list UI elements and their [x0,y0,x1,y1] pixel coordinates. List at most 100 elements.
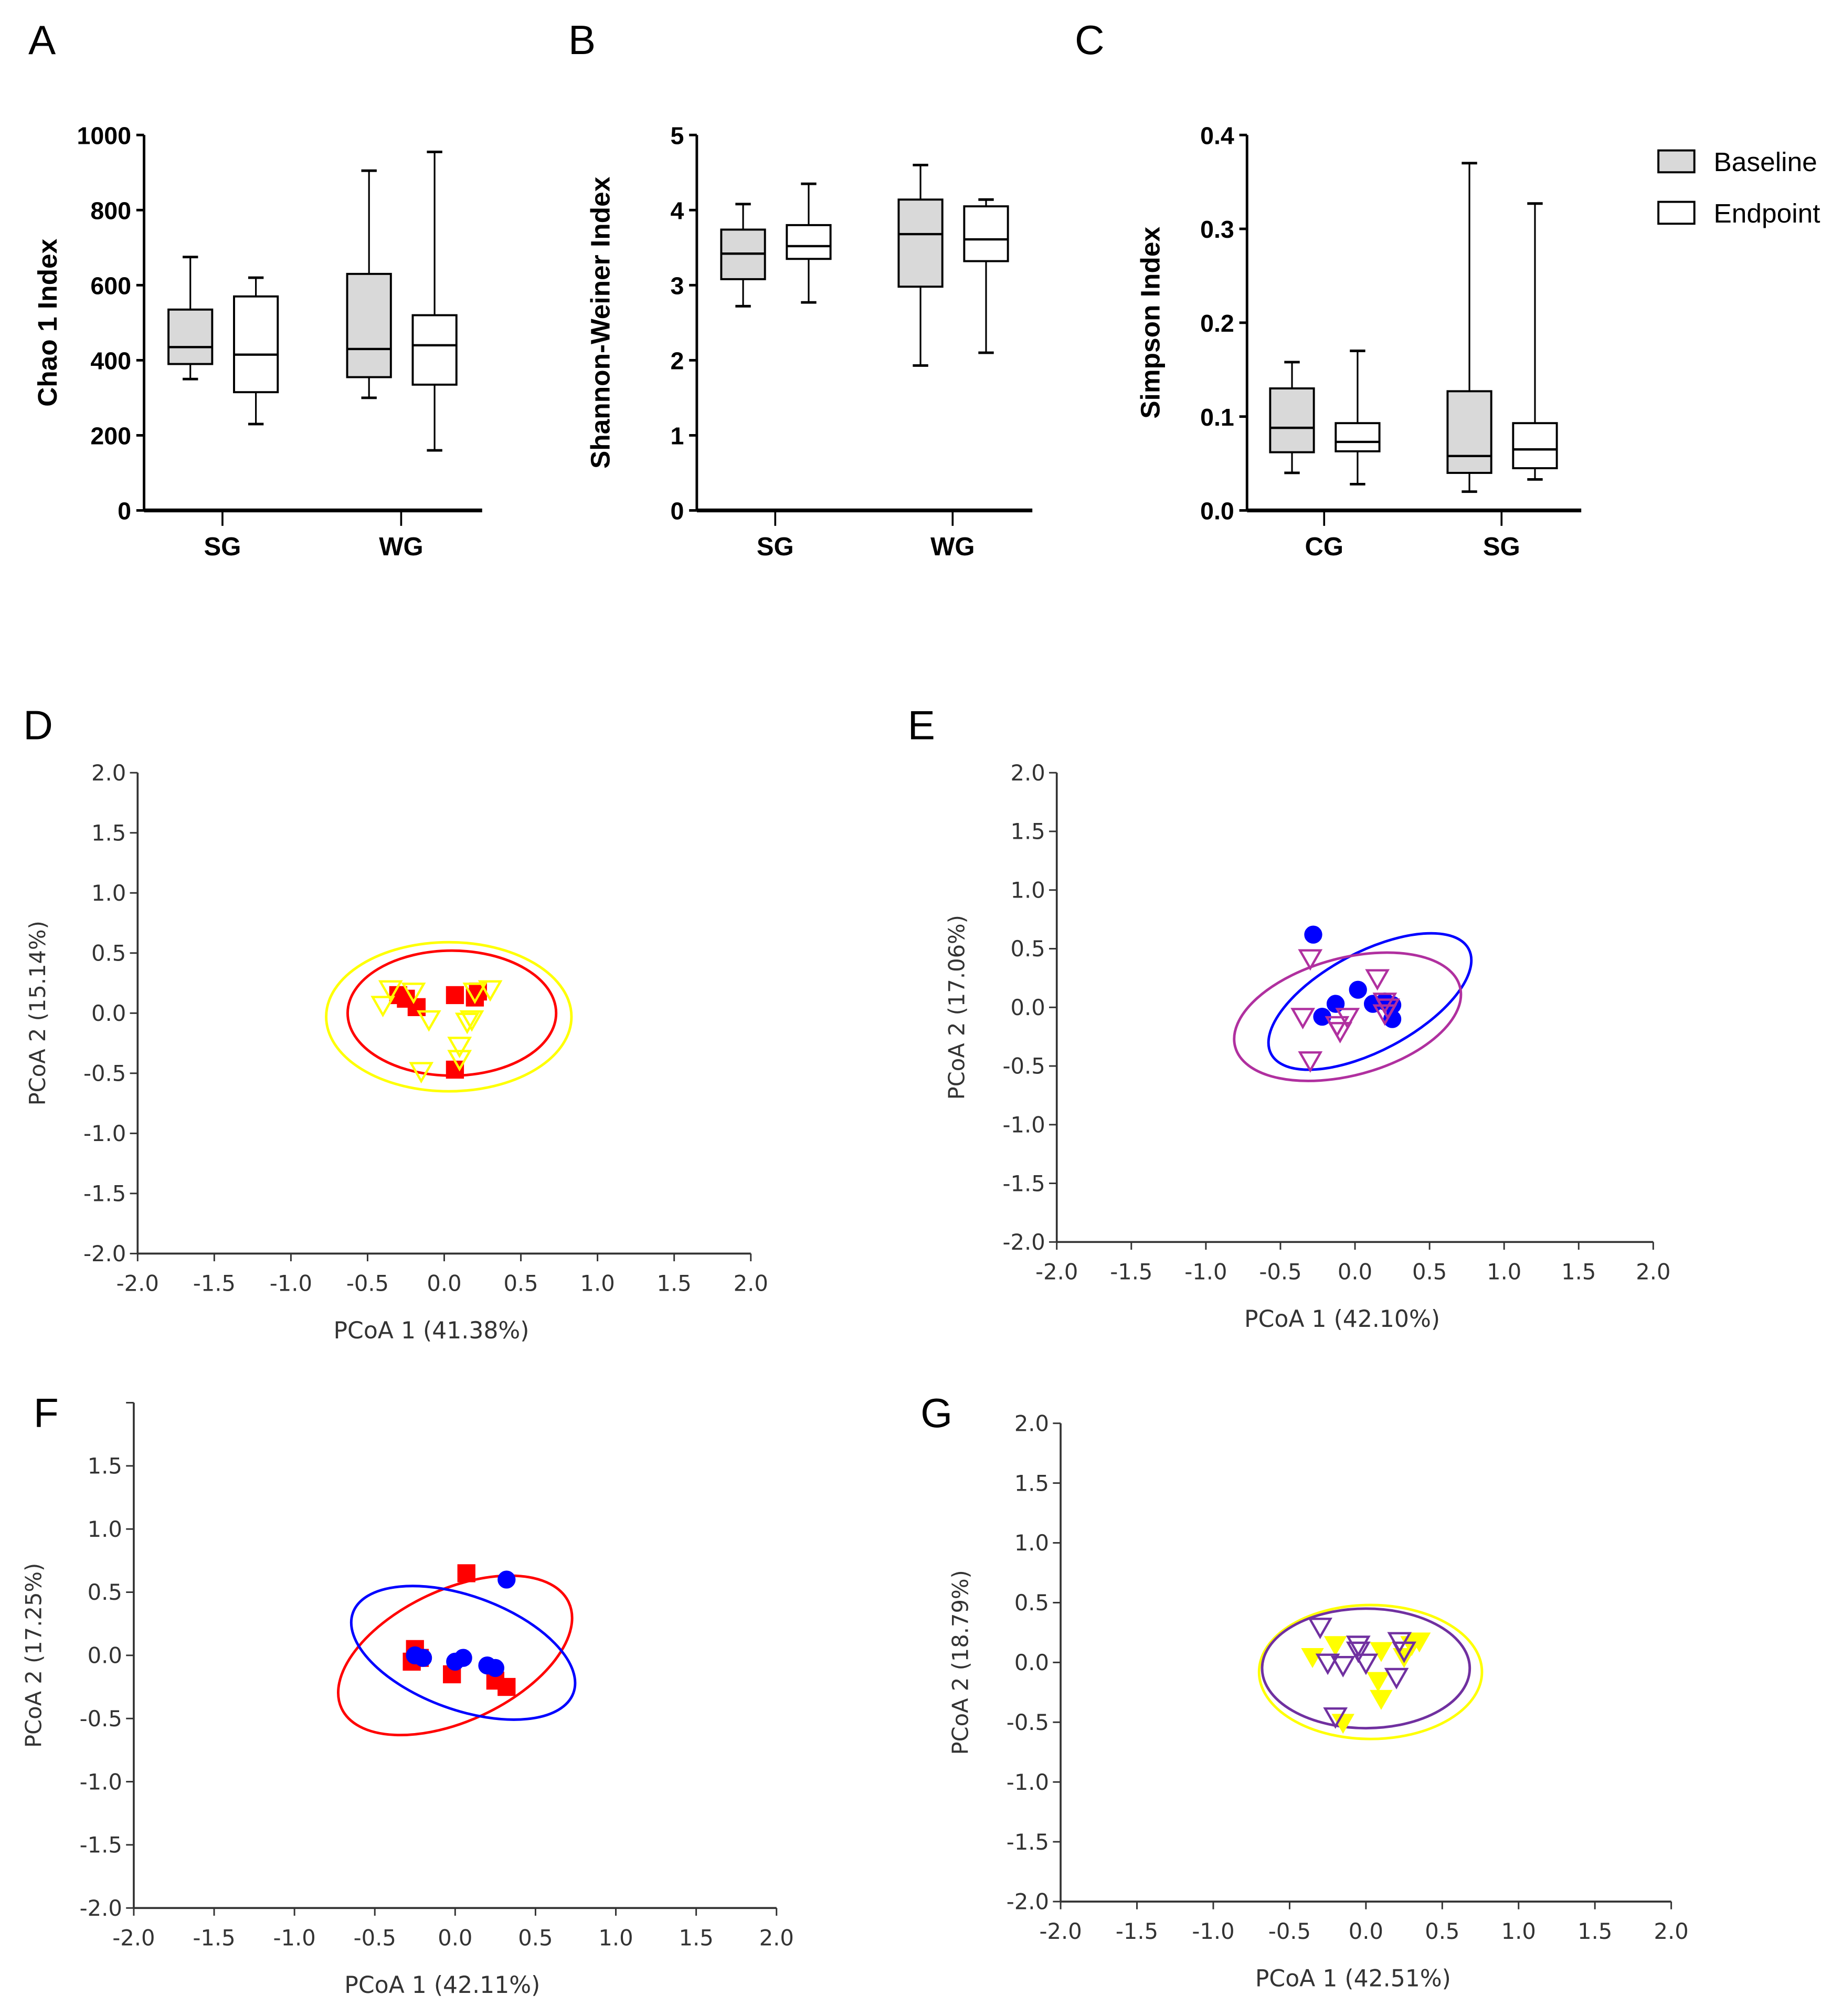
legend-swatch-endpoint [1657,200,1696,225]
box-endpoint-SG [1512,422,1558,469]
data-point-triangle [378,980,403,1002]
y-tick-label: -1.5 [1002,1170,1045,1196]
x-tick-label: -2.0 [117,1270,159,1296]
data-point-triangle [1315,1653,1340,1675]
panel-letter-G: G [920,1390,952,1436]
data-point-triangle [459,1010,484,1032]
x-tick-label: 0.0 [427,1270,461,1296]
panel-letter-C: C [1075,17,1105,63]
legend-label-endpoint: Endpoint [1713,198,1820,228]
y-tick-label: 0.5 [91,940,126,966]
y-tick-label: 0.0 [1200,498,1234,525]
x-tick-label: 0.0 [1338,1259,1372,1284]
y-tick-label: 1.5 [88,1453,122,1479]
data-point-triangle [1301,1648,1324,1669]
pcoa-plot-G: -2.0 -1.5 -1.0 -0.5 0.0 0.5 1.0 1.5 2.0 -2.0 -1.5 -… [948,1410,1689,1992]
data-point-triangle [1330,1656,1356,1677]
data-point-square [457,1564,475,1582]
y-tick-label: 1.5 [1010,819,1045,845]
x-tick-label: -2.0 [1035,1259,1078,1284]
x-axis-label: PCoA 1 (42.10%) [1244,1306,1440,1333]
box-baseline-WG [897,198,944,288]
x-tick-label: -1.5 [193,1925,235,1950]
x-tick-label: WG [930,533,975,561]
y-tick-label: 0.1 [1200,404,1234,431]
x-tick-label: 1.0 [580,1270,615,1296]
y-tick-label: 0.5 [1014,1590,1049,1616]
y-tick-label: -0.5 [83,1061,126,1086]
data-point-triangle [1346,1641,1371,1663]
data-point-triangle [1323,1636,1347,1656]
y-tick-label: 5 [670,122,684,149]
x-tick-label: 0.5 [503,1270,538,1296]
y-axis-label: Simpson Index [1135,227,1166,419]
data-point-triangle [1372,1004,1397,1026]
x-tick-label: SG [757,533,794,561]
x-tick-label: -1.0 [270,1270,312,1296]
y-tick-label: -2.0 [83,1241,126,1266]
y-tick-label: 1.0 [1010,877,1045,903]
data-point-triangle [478,980,503,1002]
legend-label-baseline: Baseline [1713,146,1817,177]
y-tick-label: -1.0 [1007,1769,1049,1795]
y-tick-label: -2.0 [80,1895,122,1921]
data-point-triangle [1370,1642,1393,1662]
data-point-triangle [454,1012,480,1035]
legend-swatch-baseline [1657,149,1696,174]
x-tick-label: 1.0 [1501,1918,1536,1944]
y-tick-label: 1.0 [88,1516,122,1542]
y-tick-label: 600 [90,272,131,299]
x-tick-label: -0.5 [1268,1918,1311,1944]
y-tick-label: -1.5 [80,1832,122,1858]
y-tick-label: -0.5 [80,1706,122,1732]
y-tick-label: 0.0 [88,1643,122,1669]
data-point-triangle [1353,1653,1379,1675]
data-point-triangle [1392,1641,1416,1663]
y-tick-label: 0 [670,498,684,525]
data-point-circle [1349,980,1367,999]
x-tick-label: -1.0 [273,1925,316,1950]
data-point-triangle [447,1050,472,1072]
x-tick-label: -1.5 [1110,1259,1152,1284]
pcoa-plot-F: -2.0 -1.5 -1.0 -0.5 0.0 0.5 1.0 1.5 2.0 -2.0 -1.5 -… [21,1402,794,1999]
data-point-triangle [1323,1707,1348,1729]
y-tick-label: 0.5 [1010,936,1045,962]
x-tick-label: SG [204,533,241,561]
x-tick-label: SG [1483,533,1520,561]
data-point-triangle [1367,1672,1390,1692]
y-tick-label: 0.0 [1010,995,1045,1020]
y-tick-label: -2.0 [1002,1229,1045,1255]
y-tick-label: -1.0 [1002,1112,1045,1138]
x-tick-label: -0.5 [346,1270,389,1296]
x-tick-label: WG [379,533,423,561]
x-tick-label: 0.5 [1425,1918,1459,1944]
y-tick-label: -1.5 [1007,1829,1049,1855]
confidence-ellipse-0 [337,1574,574,1737]
x-tick-label: 1.5 [1561,1259,1596,1284]
panel-letter-B: B [568,17,596,63]
y-axis-label: Shannon-Weiner Index [585,176,615,469]
y-tick-label: 200 [90,423,131,450]
data-point-triangle [1365,969,1390,991]
confidence-ellipse-1 [1261,1607,1471,1730]
data-point-triangle [1298,949,1323,971]
panel-letter-F: F [34,1390,59,1436]
box-endpoint-WG [411,314,458,386]
data-point-triangle [1370,1690,1393,1710]
x-tick-label: 1.0 [1487,1259,1521,1284]
y-tick-label: 1.0 [91,880,126,906]
x-tick-label: 2.0 [759,1925,794,1950]
y-tick-label: 0.4 [1200,122,1234,149]
y-tick-label: 4 [670,197,684,224]
x-tick-label: 0.0 [1349,1918,1383,1944]
y-tick-label: -0.5 [1002,1053,1045,1079]
data-point-triangle [1384,1667,1409,1690]
data-point-triangle [1392,1648,1416,1669]
data-point-triangle [409,1062,434,1084]
y-tick-label: 2.0 [1010,760,1045,786]
x-tick-label: CG [1305,533,1343,561]
x-tick-label: 1.5 [1577,1918,1612,1944]
data-point-triangle [1298,1051,1323,1073]
data-point-triangle [447,1037,472,1059]
